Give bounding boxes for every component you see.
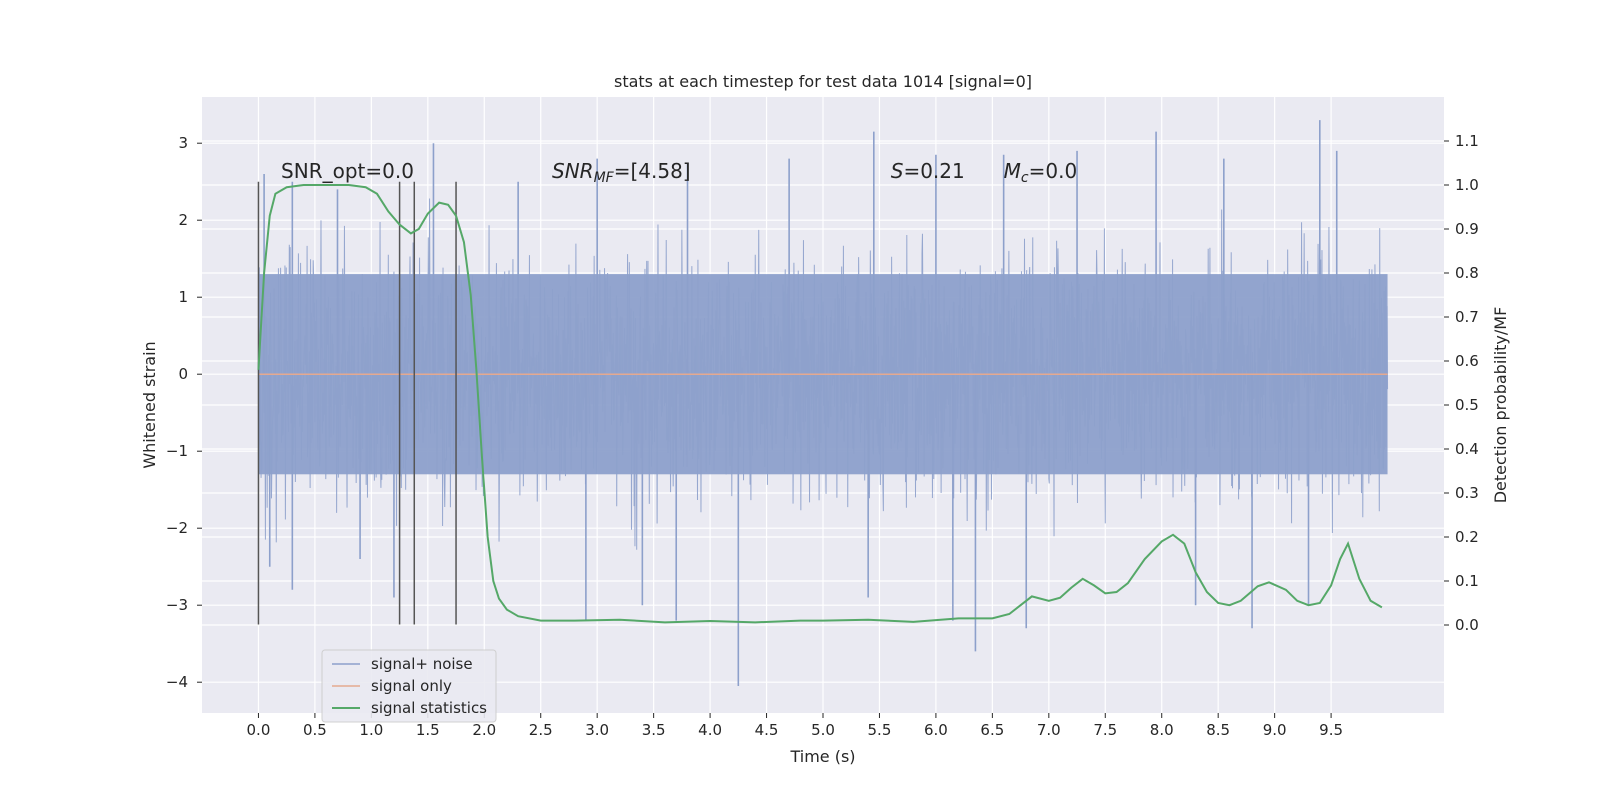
y-right-tick-label: 0.5 <box>1455 396 1479 414</box>
x-axis-label: Time (s) <box>789 747 855 766</box>
legend: signal+ noise signal only signal statistic… <box>321 649 497 723</box>
y-right-tick-label: 0.6 <box>1455 352 1479 370</box>
y-right-tick-label: 0.1 <box>1455 572 1479 590</box>
statistics-line <box>257 184 1383 624</box>
y-tick-label: 2 <box>178 211 188 229</box>
legend-label: signal only <box>371 677 452 695</box>
x-tick-label: 3.0 <box>585 721 609 739</box>
x-tick-label: 2.0 <box>472 721 496 739</box>
x-tick-label: 4.5 <box>755 721 779 739</box>
y-tick-label: 1 <box>178 288 188 306</box>
y-tick-label: 0 <box>178 365 188 383</box>
annotation: S=0.21 <box>891 159 965 183</box>
y-tick-label: −3 <box>166 596 188 614</box>
annotation: Mc=0.0 <box>1004 159 1078 186</box>
y-axis-right-label: Detection probability/MF <box>1491 307 1510 504</box>
y-tick-label: 3 <box>178 134 188 152</box>
y-right-tick-label: 0.7 <box>1455 308 1479 326</box>
x-tick-label: 9.0 <box>1263 721 1287 739</box>
y-right-tick-label: 0.3 <box>1455 484 1479 502</box>
x-tick-label: 8.0 <box>1150 721 1174 739</box>
y-axis-label: Whitened strain <box>140 341 159 468</box>
y-right-tick-label: 1.0 <box>1455 176 1479 194</box>
legend-box <box>321 649 497 723</box>
chart-title: stats at each timestep for test data 101… <box>614 72 1032 91</box>
x-tick-label: 8.5 <box>1206 721 1230 739</box>
y-right-tick-label: 1.1 <box>1455 132 1479 150</box>
x-tick-label: 9.5 <box>1319 721 1343 739</box>
x-tick-label: 5.0 <box>811 721 835 739</box>
y-right-tick-label: 0.4 <box>1455 440 1479 458</box>
y-right-tick-label: 0.9 <box>1455 220 1479 238</box>
legend-label: signal statistics <box>371 699 487 717</box>
y-axis-right-ticks: 1.1 1.0 0.9 0.8 0.7 0.6 0.5 0.4 0.3 0.2 0.1 0.0 <box>1444 132 1479 634</box>
x-axis-ticks: 0.0 0.5 1.0 1.5 2.0 2.5 3.0 3.5 4.0 4.5 5.0 5.5 6.0 6… <box>247 713 1343 739</box>
y-axis-ticks: 3 2 1 0 −1 −2 −3 −4 <box>166 134 202 691</box>
y-right-tick-label: 0.0 <box>1455 616 1479 634</box>
y-tick-label: −4 <box>166 673 188 691</box>
x-tick-label: 1.5 <box>416 721 440 739</box>
statistics-series <box>257 184 1383 624</box>
x-tick-label: 4.0 <box>698 721 722 739</box>
vertical-markers <box>257 181 457 625</box>
annotation: SNR_opt=0.0 <box>281 159 414 183</box>
x-tick-label: 3.5 <box>642 721 666 739</box>
x-tick-label: 7.5 <box>1093 721 1117 739</box>
x-tick-label: 0.0 <box>247 721 271 739</box>
legend-label: signal+ noise <box>371 655 473 673</box>
y-right-tick-label: 0.8 <box>1455 264 1479 282</box>
y-right-tick-label: 0.2 <box>1455 528 1479 546</box>
y-tick-label: −1 <box>166 442 188 460</box>
x-tick-label: 5.5 <box>868 721 892 739</box>
annotations: SNR_opt=0.0 SNRMF=[4.58] S=0.21 Mc=0.0 <box>281 159 1077 186</box>
x-tick-label: 2.5 <box>529 721 553 739</box>
x-tick-label: 6.5 <box>980 721 1004 739</box>
annotation: SNRMF=[4.58] <box>552 159 691 186</box>
x-tick-label: 1.0 <box>359 721 383 739</box>
y-tick-label: −2 <box>166 519 188 537</box>
x-tick-label: 0.5 <box>303 721 327 739</box>
x-tick-label: 6.0 <box>924 721 948 739</box>
x-tick-label: 7.0 <box>1037 721 1061 739</box>
